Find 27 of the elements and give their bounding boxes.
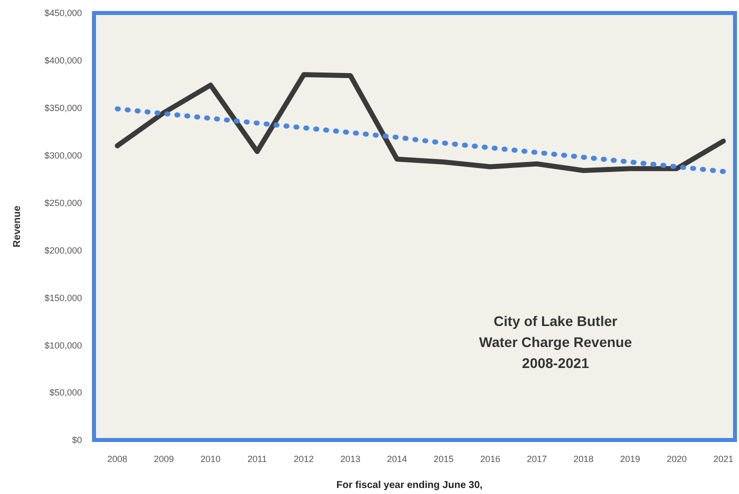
x-tick-label: 2017 — [526, 454, 547, 464]
x-tick-label: 2018 — [573, 454, 594, 464]
y-tick-label: $50,000 — [49, 388, 82, 398]
x-tick-label: 2014 — [387, 454, 408, 464]
y-tick-label: $400,000 — [44, 56, 82, 66]
y-tick-label: $450,000 — [44, 8, 82, 18]
y-tick-label: $0 — [72, 435, 82, 446]
text: City of Lake Butler Water Charge Revenue 2008-2021 — [479, 313, 632, 372]
x-tick-label: 2013 — [340, 454, 360, 464]
x-tick-label: 2009 — [154, 454, 174, 464]
y-tick-label: $200,000 — [44, 245, 82, 256]
x-tick-label: 2019 — [620, 454, 640, 464]
y-tick-label: $300,000 — [44, 150, 82, 160]
y-tick-label: $100,000 — [44, 340, 82, 350]
x-tick-label: 2016 — [480, 454, 500, 464]
y-axis-title: Revenue — [12, 205, 23, 248]
x-axis-title: For fiscal year ending June 30, — [336, 480, 483, 491]
x-tick-label: 2008 — [107, 454, 128, 464]
x-tick-label: 2010 — [200, 454, 221, 464]
x-tick-label: 2021 — [713, 454, 734, 464]
x-tick-label: 2012 — [294, 454, 314, 464]
y-tick-label: $350,000 — [44, 103, 82, 114]
y-tick-label: $150,000 — [44, 292, 82, 303]
x-tick-label: 2015 — [434, 454, 454, 464]
y-tick-label: $250,000 — [44, 198, 82, 208]
x-tick-label: 2011 — [247, 454, 267, 464]
x-tick-label: 2020 — [666, 454, 687, 464]
